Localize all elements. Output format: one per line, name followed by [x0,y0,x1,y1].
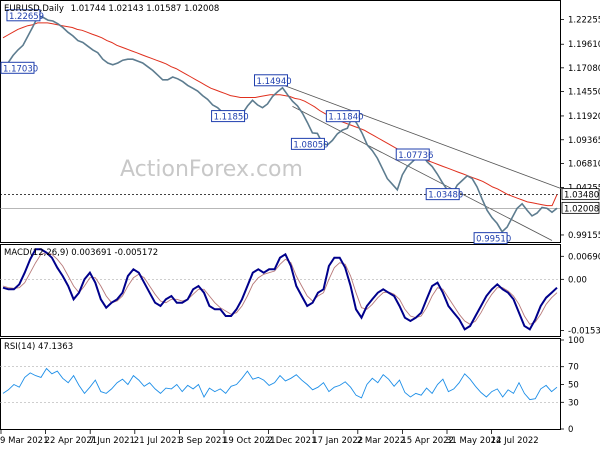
price-panel-frame [0,0,561,243]
x-tick-label: 7 Jun 2021 [89,436,135,446]
annotation-box [395,148,430,161]
symbol-label: EURUSD,Daily [4,4,64,14]
price-annotations: 1.22659 1.17030 1.14940 1.11850 1.11840 1.080… [0,9,511,245]
y-tick-label: 0 [568,425,573,435]
macd-title: MACD(12,26,9) 0.003691 -0.005172 [4,248,158,258]
price-tag-last [561,201,600,214]
annotation-label: 1.17030 [3,64,38,74]
rsi-y-axis: 100 70 50 30 0 [560,336,584,435]
x-tick-label: 19 Oct 2021 [223,436,276,446]
rsi-line [2,367,558,401]
y-tick-label: 1.09365 [568,136,600,146]
x-tick-label: 3 Sep 2021 [178,436,226,446]
y-tick-label: 50 [568,381,579,391]
price-line [2,15,558,233]
y-tick-label: 0.006906 [568,252,600,262]
trend-channel [282,84,568,241]
rsi-series [0,366,560,403]
annotation-label: 1.07736 [398,151,433,161]
annotation-box [473,232,508,245]
macd-y-axis: 0.006906 0.00 -0.015348 [560,252,600,336]
x-tick-label: 2 Mar 2022 [357,436,405,446]
price-y-axis: 1.22255 1.19610 1.17080 1.14550 1.11920 1.093… [560,16,600,241]
x-tick-label: 14 Jul 2022 [491,436,539,446]
y-tick-label: 1.19610 [568,40,600,50]
y-tick-label: 1.17080 [568,64,600,74]
channel-line-lower [292,105,553,241]
annotation-label: 1.11840 [328,113,363,123]
y-tick-label: 1.06810 [568,160,600,170]
channel-line-upper [282,84,568,192]
x-tick-label: 9 Mar 2021 [0,436,48,446]
annotation-box [211,110,246,123]
price-series [2,15,558,233]
y-tick-label: 1.11920 [568,112,600,122]
price-tag-label: 1.02008 [564,204,599,214]
annotation-label: 0.99510 [476,235,511,245]
y-tick-label: 0.00 [568,275,587,285]
rsi-title: RSI(14) 47.1363 [4,342,73,352]
price-tag-resistance [561,188,600,201]
x-tick-label: 31 May 2022 [446,436,501,446]
x-tick-label: 22 Apr 2021 [45,436,98,446]
x-tick-label: 17 Jan 2022 [312,436,363,446]
annotation-label: 1.11850 [214,113,249,123]
annotation-label: 1.08050 [293,140,328,150]
annotation-box [0,61,35,74]
macd-line [2,248,558,331]
ohlc-label: 1.01744 1.02143 1.01587 1.02008 [71,4,220,14]
annotation-box [253,74,288,87]
annotation-label: 1.14940 [256,77,291,87]
y-tick-label: -0.015348 [568,326,600,336]
annotation-box [325,110,360,123]
rsi-panel: RSI(14) 47.1363 100 70 50 30 0 [0,336,584,435]
y-tick-label: 100 [568,336,584,346]
y-tick-label: 1.14550 [568,87,600,97]
x-tick-label: 15 Apr 2022 [401,436,454,446]
x-tick-label: 21 Jul 2021 [134,436,182,446]
rsi-panel-frame [0,338,561,430]
annotation-label: 1.22659 [9,12,44,22]
annotation-box [6,9,41,22]
price-tag-label: 1.03480 [564,191,599,201]
chart-symbol: EURUSD,Daily 1.01744 1.02143 1.01587 1.0… [4,4,219,14]
macd-panel: MACD(12,26,9) 0.003691 -0.005172 0.0069 0… [0,244,600,337]
macd-series [0,248,560,331]
y-tick-label: 70 [568,363,579,373]
y-tick-label: 30 [568,398,579,408]
annotation-box [425,188,460,201]
signal-line [2,252,558,325]
macd-panel-frame [0,244,561,337]
watermark: ActionForex.com [120,157,303,182]
x-tick-label: 2 Dec 2021 [268,436,317,446]
moving-average-line [2,22,558,207]
price-panel: ActionForex.com 1.22659 1.17030 1.14940 1.1… [0,0,600,245]
y-tick-label: 1.22255 [568,16,600,26]
y-tick-label: 0.99155 [568,231,600,241]
annotation-box [290,137,325,150]
annotation-label: 1.03480 [428,191,463,201]
horizontal-levels [0,194,560,209]
